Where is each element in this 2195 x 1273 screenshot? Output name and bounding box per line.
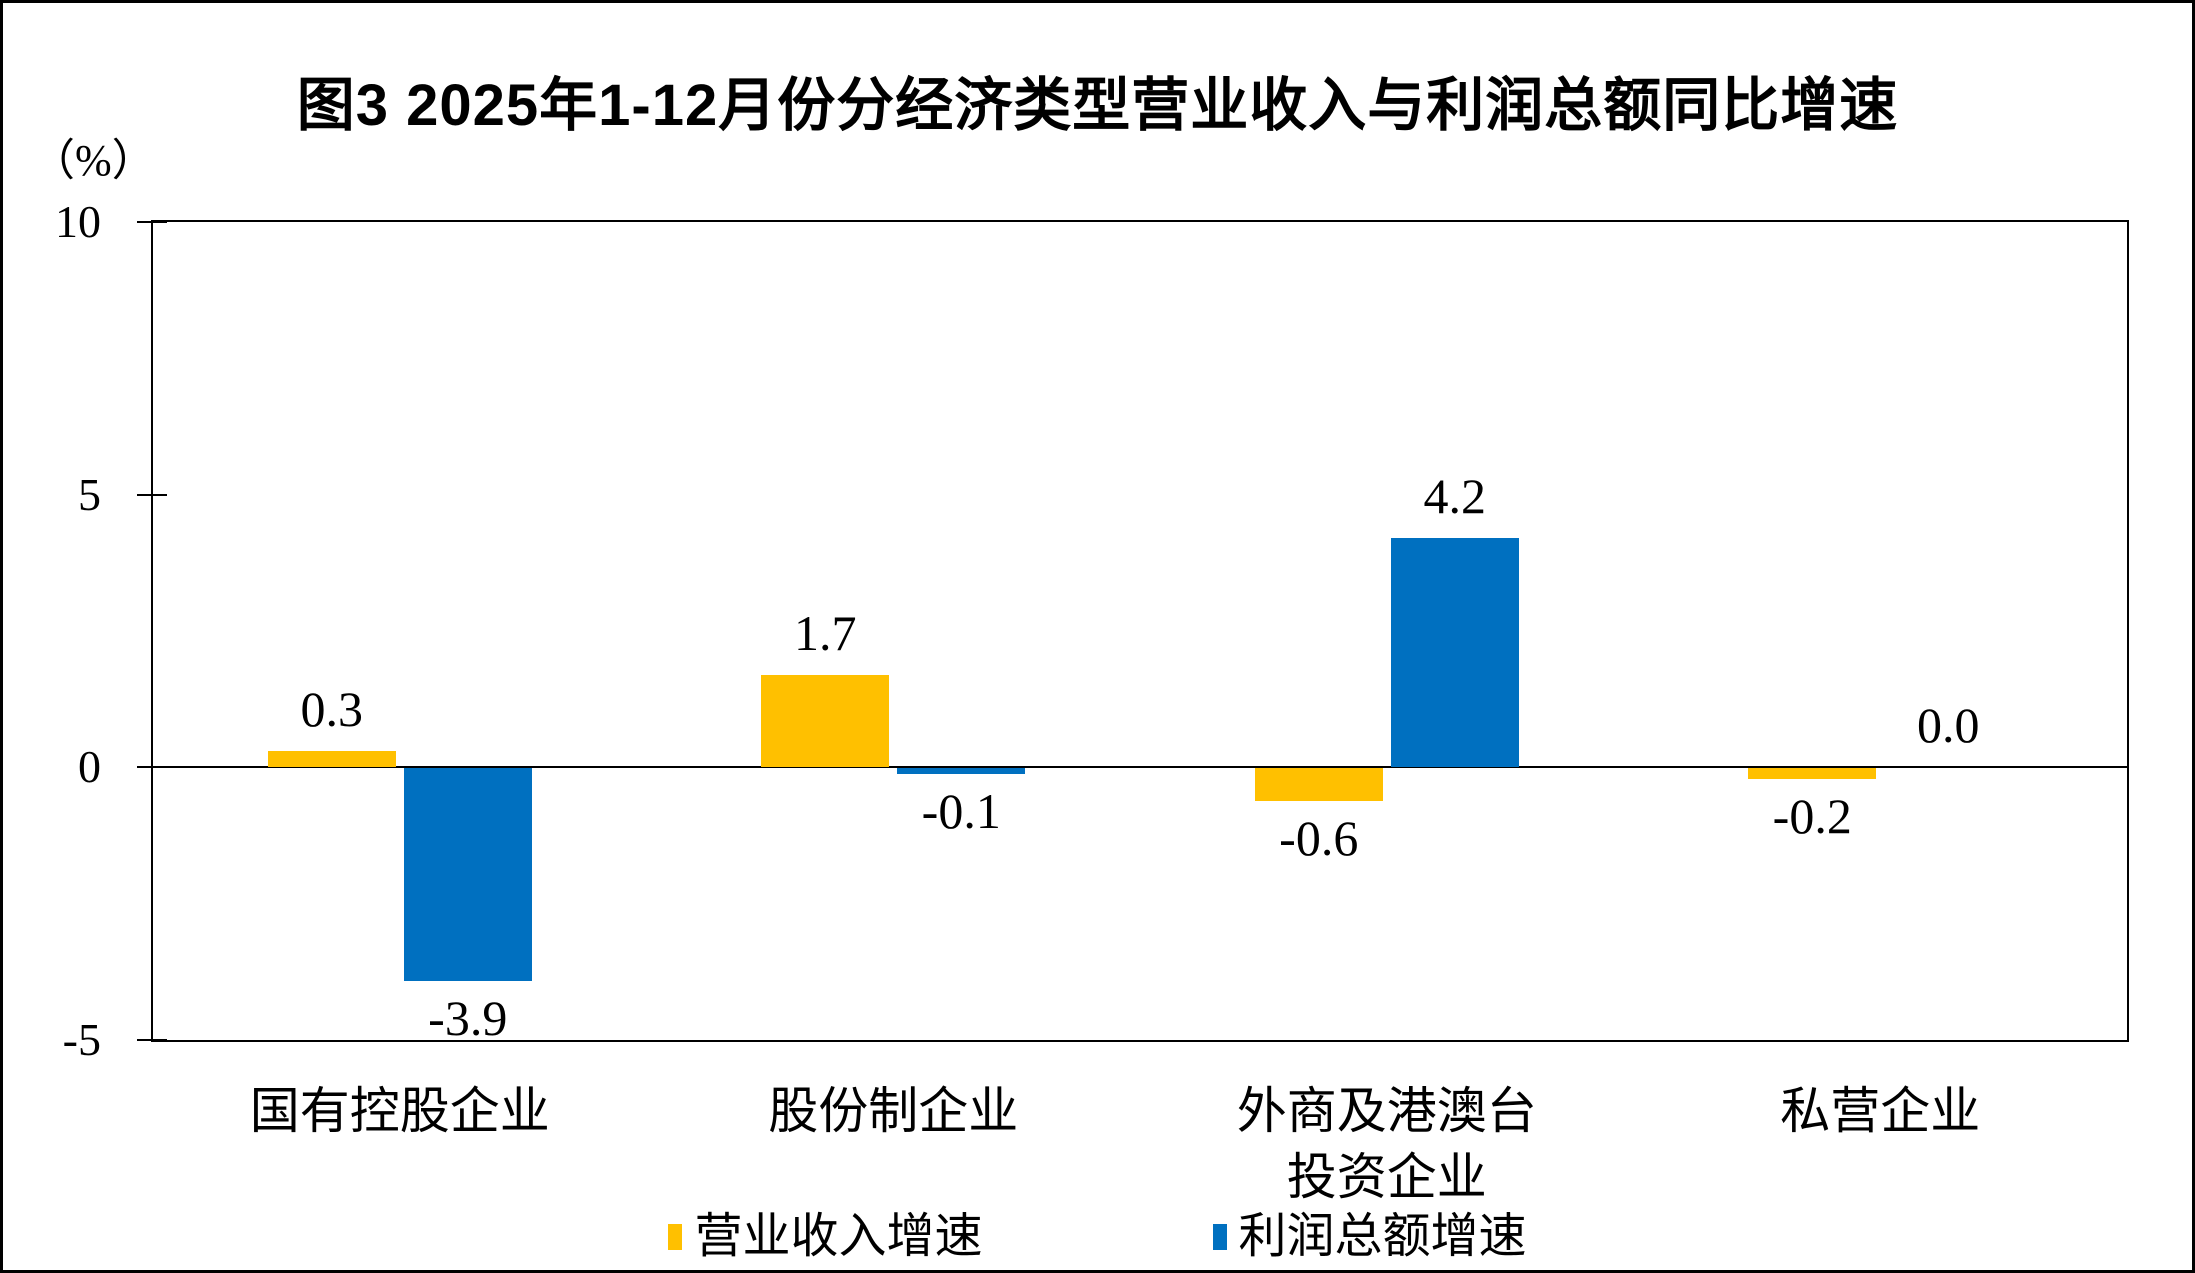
bar-value-label: 0.0 [1917, 697, 1980, 754]
bar-value-label: 0.3 [300, 680, 364, 737]
bar-利润总额增速-国有控股企业 [403, 768, 532, 981]
plot-area: 10 5 0 -5 0.3 1.7 -0.6 -0.2 -3.9 -0.1 4.2 0.0 国有控股企业… [55, 196, 2129, 1205]
y-axis-tick [137, 1039, 167, 1041]
chart-title: 图3 2025年1-12月份分经济类型营业收入与利润总额同比增速 [296, 73, 1899, 138]
bar-利润总额增速-外商及港澳台 [1390, 538, 1519, 768]
y-axis-tick [137, 766, 167, 769]
y-axis-tick [137, 493, 167, 496]
bar-营业收入增速-国有控股企业 [267, 750, 396, 768]
zero-axis-line [153, 766, 2127, 769]
bar-value-label: 1.7 [794, 604, 857, 661]
chart-legend: 营业收入增速 利润总额增速 [3, 1209, 2192, 1265]
y-tick-label: 10 [55, 196, 101, 247]
y-tick-label: -5 [62, 1014, 101, 1065]
bar-value-label: -3.9 [428, 990, 508, 1046]
legend-item-profit: 利润总额增速 [1212, 1209, 1527, 1265]
bar-value-label: 4.2 [1423, 468, 1487, 525]
legend-label-revenue: 营业收入增速 [694, 1210, 983, 1263]
legend-item-revenue: 营业收入增速 [668, 1209, 983, 1265]
category-label: 国有控股企业 [249, 1083, 550, 1139]
y-tick-label: 0 [78, 741, 101, 793]
bar-value-label: -0.2 [1772, 788, 1852, 845]
y-axis-tick [137, 221, 167, 223]
y-axis-unit-label: （%） [31, 136, 156, 185]
legend-swatch-revenue-icon [668, 1224, 683, 1250]
legend-label-profit: 利润总额增速 [1238, 1210, 1527, 1263]
category-label: 股份制企业 [768, 1083, 1019, 1139]
bar-value-label: -0.1 [921, 782, 1001, 839]
bar-利润总额增速-股份制企业 [897, 768, 1026, 774]
bar-营业收入增速-私营企业 [1748, 768, 1877, 780]
legend-swatch-profit-icon [1212, 1224, 1227, 1250]
bar-营业收入增速-外商及港澳台 [1254, 768, 1383, 802]
bar-营业收入增速-股份制企业 [761, 674, 890, 768]
bar-value-label: -0.6 [1279, 810, 1359, 867]
y-tick-label: 5 [78, 468, 101, 520]
category-label: 私营企业 [1780, 1083, 1981, 1139]
category-label: 外商及港澳台 投资企业 [1236, 1083, 1537, 1205]
